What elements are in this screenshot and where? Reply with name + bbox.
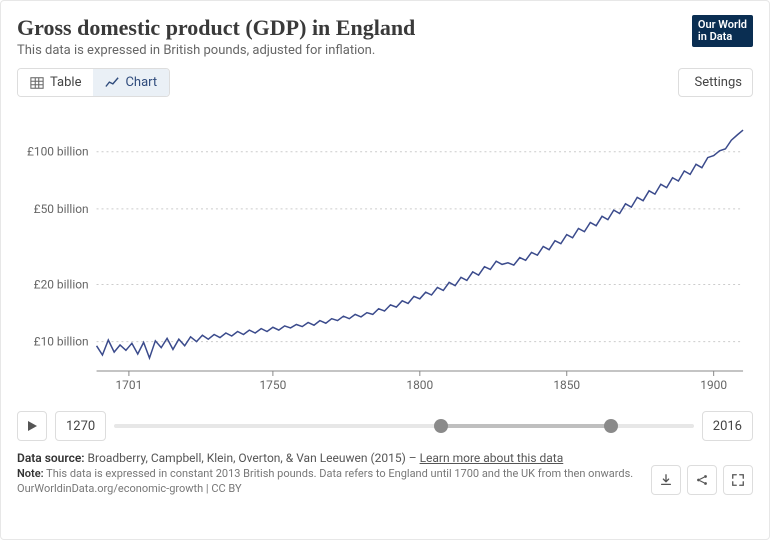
settings-button[interactable]: Settings — [678, 68, 753, 97]
logo-line2: in Data — [698, 31, 747, 43]
svg-text:£10 billion: £10 billion — [34, 335, 89, 349]
tab-chart-label: Chart — [125, 75, 157, 90]
timeline-end-year[interactable]: 2016 — [702, 411, 753, 441]
tab-table[interactable]: Table — [18, 69, 93, 96]
view-tabs: Table Chart — [17, 68, 170, 97]
svg-text:1850: 1850 — [553, 378, 580, 392]
chart-icon — [105, 76, 119, 90]
chart-plot: £10 billion £20 billion £50 billion £100 bi… — [17, 103, 753, 403]
svg-text:£20 billion: £20 billion — [34, 277, 89, 291]
table-icon — [30, 76, 44, 90]
play-button[interactable] — [17, 411, 47, 441]
timeline: 1270 2016 — [17, 411, 753, 441]
timeline-slider[interactable] — [114, 412, 694, 440]
svg-text:£100 billion: £100 billion — [27, 145, 89, 159]
download-icon — [659, 473, 673, 487]
share-icon — [695, 473, 709, 487]
footer: Data source: Broadberry, Campbell, Klein… — [17, 451, 753, 495]
svg-text:£50 billion: £50 billion — [34, 202, 89, 216]
share-button[interactable] — [687, 465, 717, 495]
tab-chart[interactable]: Chart — [93, 69, 169, 96]
slider-handle-end[interactable] — [604, 419, 618, 433]
svg-text:1701: 1701 — [115, 378, 142, 392]
learn-more-link[interactable]: Learn more about this data — [420, 451, 564, 465]
source-label: Data source: — [17, 451, 85, 465]
slider-fill — [441, 424, 612, 428]
fullscreen-icon — [731, 473, 745, 487]
chart-subtitle: This data is expressed in British pounds… — [17, 43, 753, 58]
svg-text:1750: 1750 — [259, 378, 286, 392]
slider-handle-start[interactable] — [434, 419, 448, 433]
play-icon — [26, 420, 38, 432]
timeline-start-year[interactable]: 1270 — [55, 411, 106, 441]
source-text: Broadberry, Campbell, Klein, Overton, & … — [85, 451, 420, 465]
owid-logo: Our World in Data — [692, 15, 753, 47]
settings-label: Settings — [695, 75, 742, 90]
chart-svg: £10 billion £20 billion £50 billion £100 bi… — [17, 103, 753, 403]
chart-title: Gross domestic product (GDP) in England — [17, 15, 753, 41]
fullscreen-button[interactable] — [723, 465, 753, 495]
citation: OurWorldinData.org/economic-growth | CC … — [17, 482, 753, 495]
note-label: Note: — [17, 467, 44, 480]
note-text: This data is expressed in constant 2013 … — [44, 467, 634, 480]
svg-text:1900: 1900 — [700, 378, 727, 392]
download-button[interactable] — [651, 465, 681, 495]
tab-table-label: Table — [50, 75, 81, 90]
svg-text:1800: 1800 — [406, 378, 433, 392]
